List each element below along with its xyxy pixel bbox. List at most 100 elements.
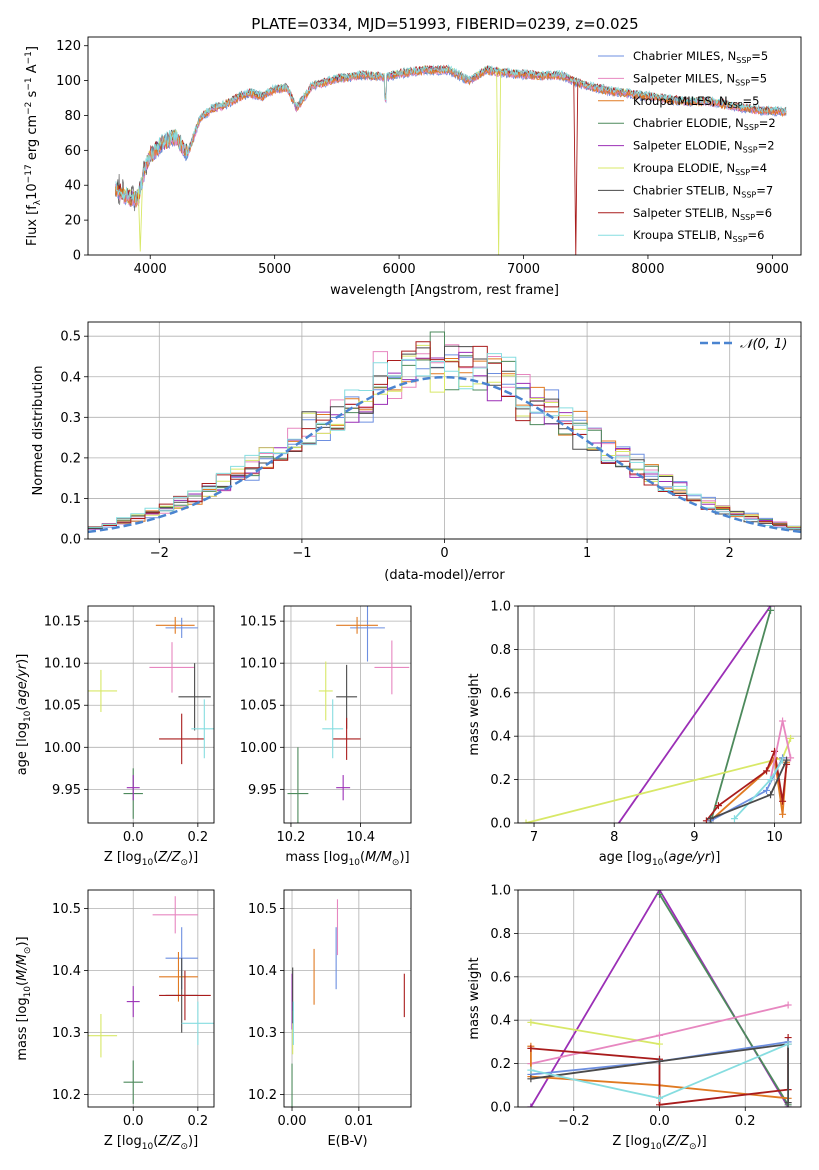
legend-label: Chabrier ELODIE, NSSP=2 [633,116,776,132]
axis-label-y: Flux [fλ10−17 erg cm−2 s−1 A−1] [24,46,43,246]
tick-label-y: 0.8 [490,927,511,942]
tick-label-y: 120 [56,39,81,54]
tick-label-y: 10.4 [52,964,81,979]
panel-spectrum: 4000 5000 6000 7000 8000 9000 0 20 40 60 80 100 120 w… [24,36,802,298]
tick-label-y: 10.3 [248,1026,277,1041]
axis-label-y: mass [log10(M/M⊙)] [15,936,33,1060]
plot-area-age_vs_Z [88,616,214,819]
axis-label-x: wavelength [Angstrom, rest frame] [330,283,559,298]
tick-label-x: 7000 [507,262,540,277]
tick-label-y: 9.95 [52,783,81,798]
panel-age_vs_Z: 0.0 0.2 9.95 10.00 10.05 10.10 10.15 Z [log10(Z… [15,605,215,868]
tick-label-y: 10.10 [44,657,81,672]
axis-label-y: age [log10(age/yr)] [15,654,33,776]
tick-label-y: 0.2 [60,451,81,466]
weight-line [617,606,772,823]
weight-marker [763,767,771,775]
tick-label-y: 0.0 [490,1101,511,1116]
weight-marker [779,810,787,818]
tick-label-x: 7 [530,830,538,845]
tick-label-x: 10 [766,830,783,845]
weight-marker [779,717,787,725]
tick-label-y: 0.1 [60,492,81,507]
weight-marker [767,791,775,799]
histogram-step [88,353,801,529]
axis-label-y: mass weight [467,957,482,1039]
tick-label-x: 0.01 [344,1114,373,1129]
plot-area-weight_vs_Z [527,890,792,1107]
tick-label-x: 4000 [134,262,167,277]
weight-line [525,738,792,823]
axes-frame [87,889,215,1108]
weight-marker [527,1075,535,1083]
tick-label-y: 80 [64,109,81,124]
tick-label-y: 20 [64,214,81,229]
histogram-step [88,341,801,529]
legend-label: Salpeter STELIB, NSSP=6 [633,206,772,222]
tick-label-x: −1 [292,546,311,561]
tick-label-y: 0.0 [60,533,81,548]
weight-line [530,1046,789,1100]
weight-marker [656,1101,663,1107]
axes-frame [87,321,802,540]
tick-label-x: 0.2 [188,1114,209,1129]
tick-label-y: 10.2 [248,1088,277,1103]
tick-label-y: 0.5 [60,330,81,345]
spectrum-dip [496,71,502,255]
axis-label-x: E(B-V) [327,1134,367,1149]
axes-frame [87,605,215,824]
tick-label-x: 0.0 [123,1114,144,1129]
histogram-step [88,345,801,531]
tick-label-x: 9000 [756,262,789,277]
spectrum-dip [573,81,579,255]
axes-frame [87,36,802,256]
tick-label-x: 9 [690,830,698,845]
weight-marker [787,734,795,742]
weight-marker [730,815,738,823]
tick-label-y: 10.00 [240,741,277,756]
plot-area-mass_vs_ebv [291,899,405,1107]
axes-frame [517,605,802,824]
panel-age_vs_mass: 10.2 10.4 9.95 10.00 10.05 10.10 10.15 mass [lo… [240,605,412,868]
tick-label-y: 10.5 [52,902,81,917]
weight-marker [527,1044,535,1052]
weight-marker [763,786,771,794]
legend-label: 𝒩(0, 1) [740,337,787,352]
tick-label-y: 10.4 [248,964,277,979]
tick-label-y: 0.2 [490,1057,511,1072]
weight-marker [527,1066,535,1074]
weight-marker [555,906,562,913]
tick-label-x: 0.00 [278,1114,307,1129]
tick-label-y: 1.0 [490,884,511,899]
tick-label-x: 2 [726,546,734,561]
figure-title: PLATE=0334, MJD=51993, FIBERID=0239, z=0… [251,15,638,33]
weight-line [769,720,792,780]
legend-label: Kroupa MILES, NSSP=5 [633,94,759,110]
panel-mass_vs_Z: 0.0 0.2 10.2 10.3 10.4 10.5 Z [log10(Z/Z⊙)] mas… [15,889,215,1152]
legend-label: Salpeter MILES, NSSP=5 [633,71,767,87]
panel-mass_vs_ebv: 0.00 0.01 10.2 10.3 10.4 10.5 E(B-V) [248,889,412,1149]
weight-marker [527,1103,535,1107]
tick-label-y: 0 [73,249,81,264]
tick-label-y: 0.4 [490,730,511,745]
tick-label-y: 0.6 [490,686,511,701]
tick-label-y: 10.2 [52,1088,81,1103]
tick-label-x: 0.0 [123,830,144,845]
tick-label-y: 0.0 [490,817,511,832]
tick-label-y: 0.4 [490,1014,511,1029]
weight-line [530,1021,660,1045]
weight-marker [779,797,787,805]
plot-area-age_vs_mass [287,606,410,823]
tick-label-y: 0.4 [60,370,81,385]
tick-label-x: 1 [583,546,591,561]
tick-label-y: 10.15 [240,615,277,630]
tick-label-y: 10.05 [44,699,81,714]
tick-label-y: 100 [56,74,81,89]
weight-marker [522,819,530,823]
axis-label-x: Z [log10(Z/Z⊙)] [612,1134,706,1152]
tick-label-y: 10.10 [240,657,277,672]
tick-label-x: 10.4 [346,830,375,845]
tick-label-y: 0.8 [490,643,511,658]
weight-line [705,748,788,822]
